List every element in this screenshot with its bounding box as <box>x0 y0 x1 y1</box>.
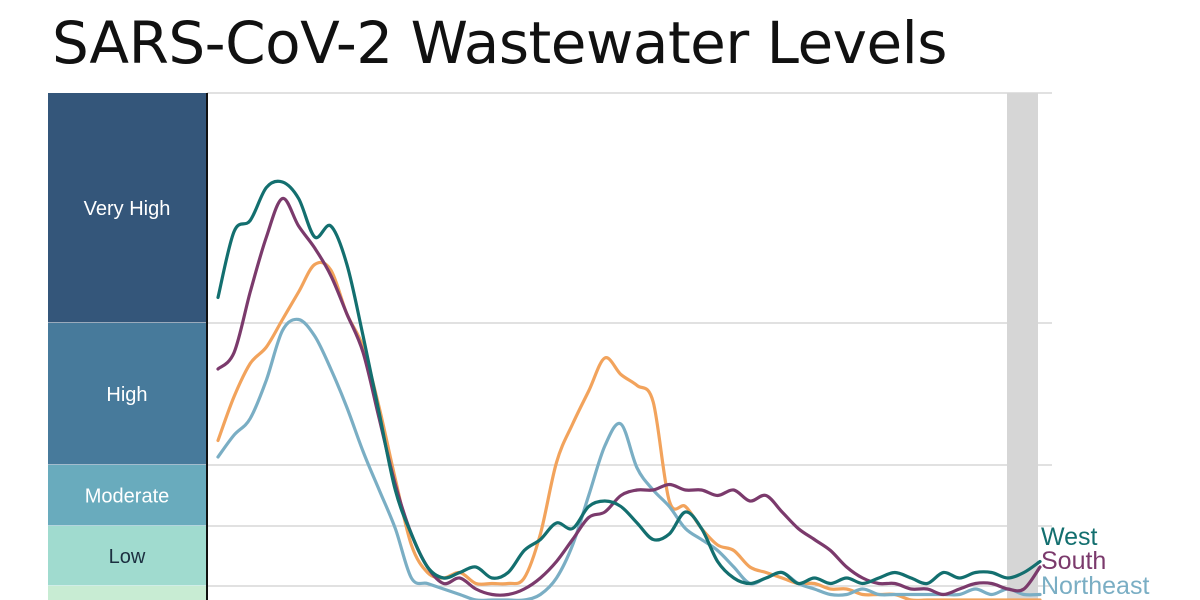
series-lines <box>216 179 1042 600</box>
level-band-high <box>48 323 206 465</box>
page-title: SARS-CoV-2 Wastewater Levels <box>52 9 947 77</box>
level-label-low: Low <box>109 546 146 568</box>
series-line-unlabeled <box>216 260 1042 600</box>
level-bands: Very High High Moderate Low <box>48 93 206 600</box>
recent-data-shade <box>1007 93 1038 600</box>
recent-data-shade-rect <box>1007 93 1038 600</box>
level-band-moderate <box>48 465 206 526</box>
series-label-south: South <box>1041 547 1106 575</box>
level-label-high: High <box>106 384 147 406</box>
level-label-very-high: Very High <box>84 198 171 220</box>
level-band-very-high <box>48 93 206 323</box>
series-line-south <box>216 196 1042 597</box>
level-label-moderate: Moderate <box>85 486 170 508</box>
series-label-northeast: Northeast <box>1041 572 1149 600</box>
level-band-lowest <box>48 586 206 600</box>
series-label-west: West <box>1041 523 1098 551</box>
series-line-northeast <box>216 317 1042 600</box>
series-line-west <box>216 179 1042 586</box>
level-band-low <box>48 526 206 586</box>
gridlines <box>207 92 1052 587</box>
